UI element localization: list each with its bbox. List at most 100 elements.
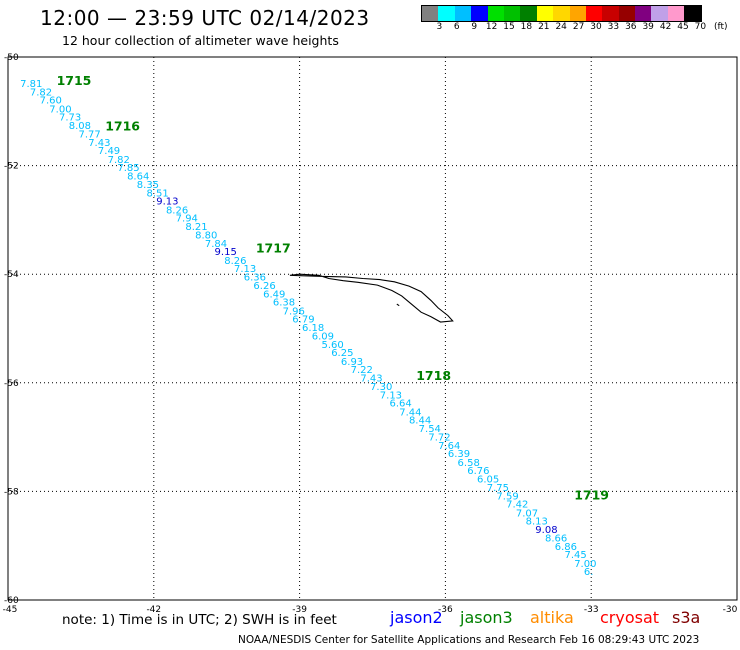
footer-note: note: 1) Time is in UTC; 2) SWH is in fe…: [62, 612, 337, 628]
color-scale-label: 30: [590, 22, 602, 32]
wave-height-value: 7.13: [380, 391, 402, 402]
small-island-outline: [396, 303, 400, 307]
wave-height-value: 6.: [584, 567, 594, 578]
color-scale-label: 12: [485, 22, 498, 32]
pass-time-label: 1719: [574, 488, 609, 503]
wave-height-value: 6.38: [273, 298, 295, 309]
wave-height-value: 7.07: [516, 508, 538, 519]
color-scale-cell: [422, 6, 439, 21]
wave-height-value: 8.35: [137, 180, 159, 191]
wave-height-value: 8.26: [224, 256, 246, 267]
wave-height-value: 8.80: [195, 230, 217, 241]
color-scale-cell: [569, 6, 586, 21]
wave-height-value: 7.59: [496, 492, 518, 503]
wave-height-value: 8.66: [545, 533, 567, 544]
wave-height-value: 6.39: [448, 449, 470, 460]
wave-height-value: 7.73: [59, 113, 81, 124]
wave-height-value: 6.64: [390, 399, 412, 410]
south-georgia-island-outline: [289, 273, 454, 323]
map-title: 12:00 — 23:59 UTC 02/14/2023: [40, 6, 370, 30]
wave-height-value: 6.79: [292, 315, 314, 326]
wave-height-value: 6.26: [253, 281, 275, 292]
color-scale-label: 9: [471, 22, 478, 32]
color-scale-label: 15: [503, 22, 515, 32]
wave-height-value: 9.08: [535, 525, 557, 536]
color-scale-cell: [536, 6, 554, 21]
lon-tick-label: -30: [723, 605, 738, 615]
color-scale-cell: [454, 6, 472, 21]
color-scale-cell: [585, 6, 603, 21]
color-scale-labels: 3 6 9 12 15 18 21 24 27 30 33 36 39 42 45 70 (ft): [421, 22, 740, 34]
wave-height-value: 7.77: [78, 129, 100, 140]
pass-time-label: 1717: [256, 240, 291, 255]
color-scale-cell: [553, 6, 570, 21]
pass-time-label: 1715: [57, 73, 92, 88]
wave-height-value: 6.25: [331, 348, 353, 359]
wave-height-value: 6.05: [477, 475, 499, 486]
lon-tick-label: -39: [292, 605, 307, 615]
credit-line: NOAA/NESDIS Center for Satellite Applica…: [238, 634, 700, 646]
lat-tick-label: -52: [4, 162, 19, 172]
lat-tick-label: -50: [4, 53, 19, 63]
color-scale-cell: [684, 6, 701, 21]
lon-tick-label: -36: [438, 605, 453, 615]
color-scale-cell: [651, 6, 668, 21]
pass-time-label: 1716: [105, 118, 140, 133]
color-scale-cell: [438, 6, 455, 21]
color-scale-unit: (ft): [714, 22, 728, 32]
color-scale-cell: [602, 6, 619, 21]
mission-legend-cryosat: cryosat: [600, 608, 660, 627]
wave-height-value: 6.09: [312, 331, 334, 342]
wave-height-value: 7.72: [428, 432, 450, 443]
wave-height-value: 7.43: [88, 138, 110, 149]
color-scale-cell: [503, 6, 521, 21]
color-scale-label: 18: [520, 22, 533, 32]
mission-legend-altika: altika: [530, 608, 574, 627]
map-subtitle: 12 hour collection of altimeter wave hei…: [62, 33, 339, 48]
wave-height-value: 6.93: [341, 357, 363, 368]
lon-tick-label: -45: [3, 605, 18, 615]
mission-legend-s3a: s3a: [672, 608, 701, 627]
color-scale-label: 39: [642, 22, 654, 32]
wave-height-value: 7.13: [234, 264, 256, 275]
color-scale-bar: [421, 5, 702, 22]
wave-height-value: 7.84: [205, 239, 227, 250]
wave-height-value: 7.60: [40, 96, 62, 107]
wave-height-value: 7.42: [506, 500, 528, 511]
wave-height-value: 6.76: [467, 466, 489, 477]
wave-height-value: 7.00: [49, 104, 71, 115]
color-scale-label: 70: [694, 22, 707, 32]
wave-height-value: 8.26: [166, 205, 188, 216]
color-scale-label: 27: [572, 22, 585, 32]
lat-tick-label: -54: [4, 270, 19, 280]
lon-tick-label: -33: [584, 605, 599, 615]
lat-tick-label: -56: [4, 379, 19, 389]
pass-time-label: 1718: [416, 368, 451, 383]
mission-legend-jason3: jason3: [460, 608, 513, 627]
wave-height-value: 8.08: [69, 121, 91, 132]
wave-height-value: 8.13: [526, 517, 548, 528]
color-scale-label: 33: [607, 22, 620, 32]
color-scale-cell: [487, 6, 504, 21]
wave-height-value: 8.51: [147, 189, 169, 200]
wave-height-value: 7.45: [564, 550, 586, 561]
color-scale-cell: [667, 6, 685, 21]
wave-height-value: 7.49: [98, 146, 120, 157]
wave-height-value: 6.18: [302, 323, 324, 334]
mission-legend-jason2: jason2: [390, 608, 443, 627]
color-scale-cell: [520, 6, 537, 21]
wave-height-value: 6.86: [555, 542, 577, 553]
lat-tick-label: -58: [4, 487, 19, 497]
wave-height-value: 7.82: [30, 88, 52, 99]
color-scale-cell: [618, 6, 636, 21]
wave-height-value: 7.00: [574, 559, 596, 570]
wave-height-value: 7.75: [487, 483, 509, 494]
color-scale-label: 3: [436, 22, 443, 32]
wave-height-value: 7.81: [20, 79, 42, 90]
wave-height-value: 6.58: [458, 458, 480, 469]
wave-height-value: 7.85: [117, 163, 139, 174]
color-scale-label: 36: [625, 22, 637, 32]
lat-tick-label: -60: [4, 596, 19, 606]
color-scale-label: 45: [677, 22, 689, 32]
